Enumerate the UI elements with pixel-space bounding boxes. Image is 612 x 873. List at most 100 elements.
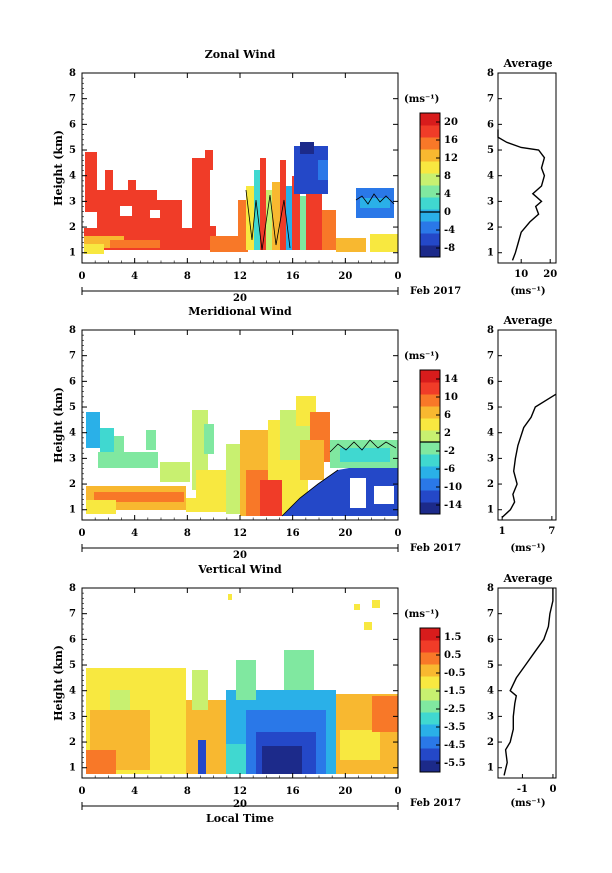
heatmap-cell	[260, 480, 282, 516]
heatmap-cell	[286, 186, 292, 250]
avg-y-tick-label: 5	[487, 402, 494, 413]
y-tick-label: 7	[69, 351, 76, 362]
heatmap-cell	[354, 604, 360, 610]
colorbar-tick-label: 2	[444, 428, 451, 439]
y-tick-label: 2	[69, 737, 76, 748]
y-tick-label: 4	[69, 428, 76, 439]
month-label: Feb 2017	[410, 798, 461, 809]
colorbar-swatch	[420, 406, 440, 419]
y-tick-label: 4	[69, 171, 76, 182]
colorbar-tick-label: 10	[444, 392, 458, 403]
panel-meridional-wind: Meridional Wind	[52, 305, 557, 561]
avg-y-tick-label: 6	[487, 634, 494, 645]
heatmap-zonal	[84, 142, 398, 254]
heatmap-cell	[364, 622, 372, 630]
heatmap-cell	[300, 196, 306, 250]
colorbar-unit: (ms⁻¹)	[404, 609, 439, 620]
x-tick-label: 12	[233, 528, 247, 539]
heatmap-meridional	[86, 396, 398, 517]
colorbar-swatch	[420, 652, 440, 665]
colorbar-tick-label: -4	[444, 225, 455, 236]
y-axis: 1 2 3 4 5 6 7 8	[69, 325, 398, 516]
average-profile: 1 2 3 4 5 6 7 8 -1 0	[487, 583, 556, 795]
avg-x-tick-label: 20	[543, 269, 557, 280]
x-tick-label: 0	[79, 528, 86, 539]
avg-y-tick-label: 3	[487, 711, 494, 722]
colorbar-swatch	[420, 454, 440, 467]
avg-x-tick-label: 7	[548, 526, 555, 537]
x-tick-label: 8	[184, 786, 191, 797]
colorbar-swatch	[420, 640, 440, 653]
y-tick-label: 5	[69, 145, 76, 156]
heatmap-cell	[318, 160, 328, 180]
x-axis: 0 4 8 12 16 20 0	[79, 330, 402, 552]
colorbar-tick-label: 8	[444, 171, 451, 182]
colorbar-swatch	[420, 149, 440, 162]
heatmap-cell	[128, 180, 136, 194]
colorbar-swatch	[420, 478, 440, 491]
y-axis-label: Height (km)	[52, 387, 65, 463]
heatmap-cell	[372, 696, 398, 732]
panel-vertical-wind: Vertical Wind	[52, 563, 557, 825]
avg-y-tick-label: 1	[487, 763, 494, 774]
colorbar-tick-label: 20	[444, 117, 458, 128]
heatmap-cell	[205, 150, 213, 170]
avg-y-tick-label: 3	[487, 453, 494, 464]
y-tick-label: 4	[69, 686, 76, 697]
colorbar-tick-label: -0.5	[444, 668, 466, 679]
avg-y-tick-label: 7	[487, 609, 494, 620]
heatmap-cell	[86, 412, 100, 448]
x-tick-label: 12	[233, 786, 247, 797]
heatmap-cell	[84, 244, 104, 254]
zero-contour	[281, 469, 339, 517]
average-line	[503, 588, 554, 776]
colorbar-tick-label: -2	[444, 446, 455, 457]
colorbar-swatch	[420, 137, 440, 150]
avg-x-tick-label: 10	[514, 269, 528, 280]
y-tick-label: 1	[69, 505, 76, 516]
heatmap-cell	[114, 436, 124, 456]
heatmap-gap	[150, 210, 160, 218]
colorbar-swatch	[420, 748, 440, 761]
y-tick-label: 5	[69, 402, 76, 413]
heatmap-cell	[300, 440, 324, 480]
heatmap-vertical	[86, 594, 398, 774]
heatmap-cell	[262, 746, 302, 774]
colorbar-tick-label: 6	[444, 410, 451, 421]
average-line	[497, 129, 546, 261]
avg-x-tick-label: -1	[517, 784, 528, 795]
heatmap-cell	[142, 200, 182, 228]
heatmap-cell	[370, 234, 398, 252]
zero-contour	[355, 193, 395, 205]
colorbar-swatch	[420, 700, 440, 713]
x-tick-label: 20	[338, 271, 352, 282]
colorbar-swatch	[420, 113, 440, 126]
colorbar-swatch	[420, 209, 440, 222]
y-tick-label: 1	[69, 763, 76, 774]
heatmap-cell	[86, 750, 116, 774]
colorbar-tick-label: 0.5	[444, 650, 461, 661]
colorbar-unit: (ms⁻¹)	[404, 94, 439, 105]
heatmap-cell	[228, 594, 232, 600]
heatmap-cell	[198, 740, 206, 774]
avg-y-tick-label: 8	[487, 583, 494, 594]
zero-contour	[329, 439, 397, 453]
colorbar-swatch	[420, 688, 440, 701]
month-label: Feb 2017	[410, 543, 461, 554]
avg-y-tick-label: 1	[487, 505, 494, 516]
date-label: 20	[233, 293, 247, 304]
avg-y-tick-label: 8	[487, 325, 494, 336]
x-tick-label: 8	[184, 528, 191, 539]
avg-y-tick-label: 8	[487, 68, 494, 79]
date-label: 20	[233, 799, 247, 810]
colorbar-swatch	[420, 394, 440, 407]
x-tick-label: 0	[395, 528, 402, 539]
colorbar: 20 16 12 8 4 0 -4 -8	[419, 112, 458, 258]
heatmap-cell	[192, 158, 210, 228]
colorbar-swatch	[420, 664, 440, 677]
y-tick-label: 2	[69, 222, 76, 233]
x-tick-label: 12	[233, 271, 247, 282]
average-title: Average	[502, 314, 552, 327]
y-axis: 1 2 3 4 5 6 7 8	[69, 68, 398, 259]
heatmap-cell	[340, 730, 380, 760]
